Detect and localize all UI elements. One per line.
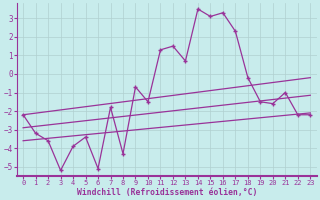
X-axis label: Windchill (Refroidissement éolien,°C): Windchill (Refroidissement éolien,°C)	[76, 188, 257, 197]
